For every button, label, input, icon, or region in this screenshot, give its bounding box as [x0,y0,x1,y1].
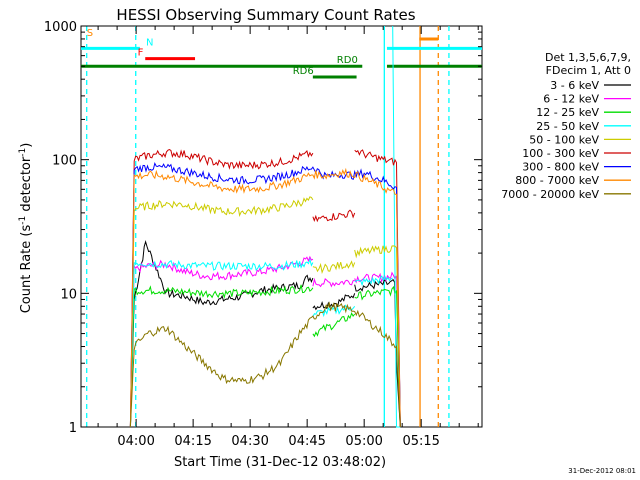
series-4-segment-2 [354,245,401,428]
series-7-segment-0 [129,167,401,428]
y-axis-label-sup1: -1 [18,216,28,225]
legend-label-6: 300 - 800 keV [522,161,599,174]
chart-title: HESSI Observing Summary Count Rates [116,6,415,24]
series-3-segment-1 [312,304,356,318]
x-tick-label-2: 04:30 [231,434,268,449]
vertical-markers [86,26,450,427]
y-tick-label-1: 10 [60,287,77,302]
series-5 [129,149,401,428]
legend-label-7: 800 - 7000 keV [515,174,599,187]
flag-label-4: RD0 [337,55,358,66]
plot-frame [80,25,483,428]
legend-label-2: 12 - 25 keV [536,106,599,119]
series-1-segment-0 [129,255,314,428]
y-tick-label-0: 1 [69,421,77,436]
flag-label-3: F [138,48,144,59]
legend-label-3: 25 - 50 keV [536,120,599,133]
series-1-segment-1 [312,277,355,288]
series-2-segment-2 [354,285,401,428]
series-7 [129,167,401,428]
x-tick-label-5: 05:15 [402,434,439,449]
flag-label-2: N [146,37,153,48]
series-6-segment-0 [129,162,401,428]
y-axis-label-end: ) [19,143,34,148]
x-tick-label-1: 04:15 [174,434,211,449]
legend: Det 1,3,5,6,7,9,FDecim 1, Att 0 3 - 6 keV… [501,51,631,201]
axes: 04:00 04:15 04:30 04:45 05:00 05:15 1 10 100 1000 [44,20,482,449]
series-3-segment-3 [392,25,401,428]
series-5-segment-2 [354,149,401,428]
series-2 [129,284,401,428]
y-axis-label-sup2: -1 [18,148,28,157]
series-0-segment-0 [129,240,314,428]
state-flags: S NF RD0 RD6 [81,28,482,79]
series-0 [129,240,401,428]
series-3 [129,25,401,428]
series-2-segment-0 [129,284,314,428]
series-0-segment-2 [354,278,401,428]
x-axis-label: Start Time (31-Dec-12 03:48:02) [174,455,386,470]
series-3-segment-2 [354,275,393,287]
series-4-segment-0 [129,196,314,428]
flag-label-6: RD6 [293,66,314,77]
series-4 [129,196,401,428]
series-3-segment-0 [129,257,314,428]
legend-label-8: 7000 - 20000 keV [501,188,599,201]
legend-label-5: 100 - 300 keV [522,147,599,160]
series-4-segment-1 [312,260,356,275]
legend-label-4: 50 - 100 keV [529,133,599,146]
series-6 [129,162,401,428]
legend-label-0: 3 - 6 keV [550,79,599,92]
y-tick-label-2: 100 [52,154,77,169]
series-1-segment-2 [354,271,401,428]
series-5-segment-0 [129,149,314,428]
series-8-segment-0 [129,301,401,428]
legend-header-1: FDecim 1, Att 0 [546,64,631,77]
x-tick-label-4: 05:00 [345,434,382,449]
x-tick-label-3: 04:45 [288,434,325,449]
series-1 [129,255,401,428]
y-axis-label-mid: detector [19,156,34,216]
series-5-segment-1 [312,209,356,223]
footer-timestamp: 31-Dec-2012 08:01 [568,467,636,475]
x-tick-label-0: 04:00 [117,434,154,449]
series-8 [129,301,401,428]
y-axis-label-base: Count Rate (s [19,225,34,314]
series-lines [129,25,401,428]
legend-header-0: Det 1,3,5,6,7,9, [545,51,631,64]
legend-label-1: 6 - 12 keV [543,93,599,106]
y-tick-label-3: 1000 [44,20,77,35]
y-axis-label: Count Rate (s-1 detector-1) [18,143,34,314]
series-2-segment-1 [312,312,356,338]
flag-label-0: S [87,28,93,39]
